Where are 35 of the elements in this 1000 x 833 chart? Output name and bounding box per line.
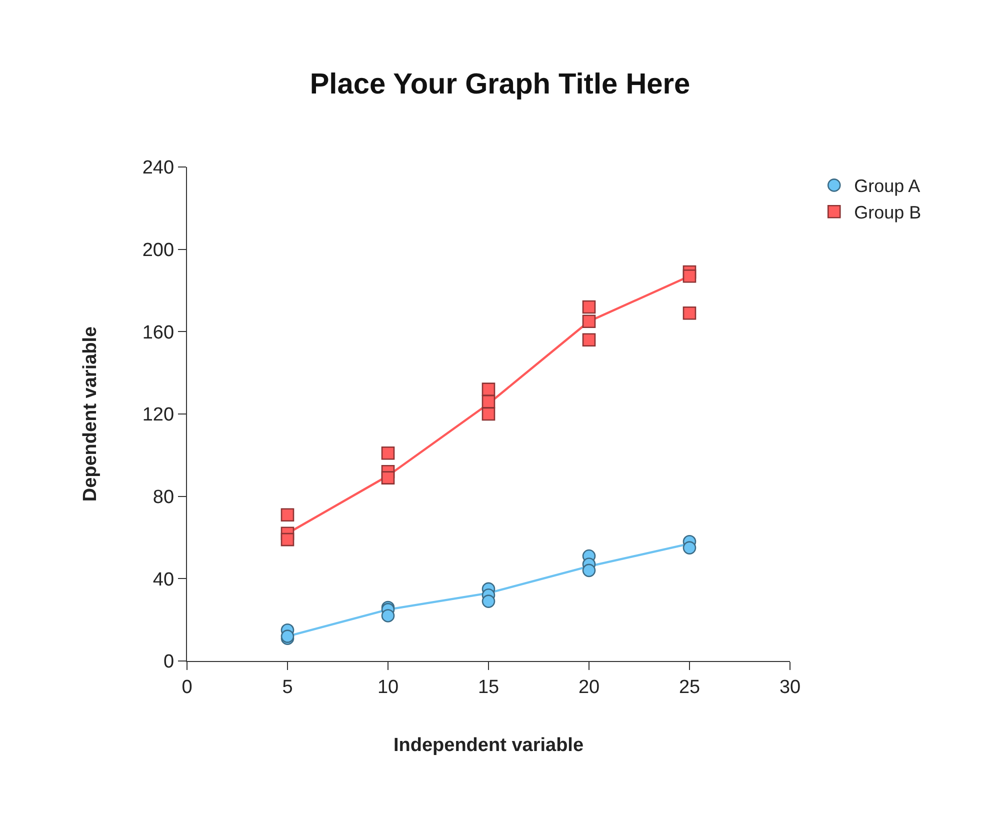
y-tick-label: 200 xyxy=(142,240,174,261)
x-tick-label: 25 xyxy=(678,676,700,698)
y-tick-label: 240 xyxy=(142,158,174,179)
x-tick-label: 20 xyxy=(578,676,600,698)
y-tick-label: 120 xyxy=(142,404,174,426)
point xyxy=(381,609,395,622)
point xyxy=(482,382,496,396)
y-tick-label: 80 xyxy=(152,486,174,508)
y-tick-label: 160 xyxy=(142,322,174,344)
point xyxy=(682,306,696,320)
point xyxy=(582,333,596,347)
x-tick-label: 0 xyxy=(182,676,192,698)
x-axis-title: Independent variable xyxy=(393,734,584,756)
x-tick-label: 15 xyxy=(478,676,500,698)
point xyxy=(280,508,294,522)
legend-label: Group A xyxy=(854,176,920,196)
point xyxy=(582,564,596,578)
point xyxy=(582,300,596,314)
point xyxy=(482,407,496,421)
x-tick-label: 10 xyxy=(377,676,399,698)
point xyxy=(280,532,294,546)
point xyxy=(582,314,596,328)
y-axis-title: Dependent variable xyxy=(80,326,102,502)
y-tick-label: 40 xyxy=(152,569,174,590)
legend-label: Group B xyxy=(854,202,922,223)
point xyxy=(381,471,395,484)
point xyxy=(682,269,696,283)
y-tick-label: 0 xyxy=(163,652,174,673)
x-tick-label: 30 xyxy=(779,676,801,698)
point xyxy=(682,541,696,554)
x-tick-label: 5 xyxy=(282,676,293,698)
point xyxy=(381,446,395,460)
point xyxy=(482,395,496,408)
point xyxy=(482,594,496,608)
chart-title: Place Your Graph Title Here xyxy=(310,68,690,100)
